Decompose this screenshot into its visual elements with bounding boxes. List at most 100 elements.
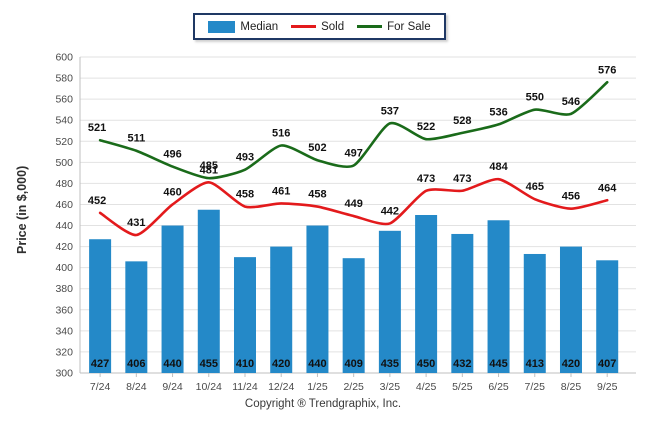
line-value-label: 460 xyxy=(163,186,181,198)
line-swatch-icon-for-sale xyxy=(357,25,383,28)
bar-median[interactable] xyxy=(559,246,582,373)
line-value-label: 521 xyxy=(88,122,106,134)
y-tick-label: 500 xyxy=(55,157,73,169)
line-for-sale[interactable] xyxy=(98,80,609,180)
bar-median[interactable] xyxy=(415,215,438,373)
y-tick-label: 580 xyxy=(55,73,73,85)
bar-median[interactable] xyxy=(306,225,329,373)
line-value-label: 550 xyxy=(526,92,544,104)
bar-median[interactable] xyxy=(451,233,474,373)
line-sold[interactable] xyxy=(98,177,609,237)
bar-value-label: 440 xyxy=(163,358,181,370)
bar-value-label: 450 xyxy=(417,358,435,370)
x-tick-label: 9/25 xyxy=(597,381,618,393)
x-tick-label: 9/24 xyxy=(162,381,183,393)
line-value-label: 442 xyxy=(381,205,399,217)
y-tick-label: 440 xyxy=(55,220,73,232)
plot-area: 300 320 340 360 380 400 420 440 460 480 500 520 540 5… xyxy=(55,52,636,393)
legend-item-median[interactable]: Median xyxy=(208,20,279,33)
line-swatch-icon-sold xyxy=(291,25,317,28)
y-tick-label: 340 xyxy=(55,325,73,337)
legend-label-sold: Sold xyxy=(321,20,345,33)
bar-value-label: 407 xyxy=(598,358,616,370)
line-value-label: 546 xyxy=(562,96,580,108)
line-value-label: 452 xyxy=(88,195,106,207)
line-value-label: 449 xyxy=(344,198,362,210)
line-value-label: 473 xyxy=(453,173,471,185)
x-tick-label: 12/24 xyxy=(268,381,294,393)
chart-legend: Median Sold For Sale xyxy=(193,13,446,40)
bar-value-label: 455 xyxy=(200,358,218,370)
bar-median[interactable] xyxy=(125,261,148,373)
bar-value-label: 420 xyxy=(562,358,580,370)
line-value-label: 536 xyxy=(489,106,507,118)
line-value-label: 458 xyxy=(308,189,326,201)
bar-median[interactable] xyxy=(233,257,256,373)
line-value-label: 481 xyxy=(200,164,218,176)
y-tick-label: 540 xyxy=(55,115,73,127)
x-tick-label: 2/25 xyxy=(343,381,364,393)
x-tick-label: 8/25 xyxy=(561,381,582,393)
bar-value-label: 440 xyxy=(308,358,326,370)
bar-value-label: 409 xyxy=(344,358,362,370)
bar-value-label: 445 xyxy=(489,358,507,370)
bar-value-label: 410 xyxy=(236,358,254,370)
y-tick-label: 360 xyxy=(55,304,73,316)
bar-median[interactable] xyxy=(197,209,220,373)
bar-median[interactable] xyxy=(270,246,293,373)
x-tick-label: 7/24 xyxy=(90,381,111,393)
line-value-label: 516 xyxy=(272,127,290,139)
legend-label-median: Median xyxy=(240,20,279,33)
bar-value-labels: 427 406 440 455 410 420 440 409 435 450 432 445 413 4… xyxy=(91,358,616,370)
line-value-label: 485 xyxy=(200,160,218,172)
bar-value-label: 420 xyxy=(272,358,290,370)
line-value-label: 465 xyxy=(526,181,544,193)
x-tick-label: 1/25 xyxy=(307,381,328,393)
line-value-label: 473 xyxy=(417,173,435,185)
bar-value-label: 413 xyxy=(526,358,544,370)
line-value-label: 576 xyxy=(598,64,616,76)
bar-median[interactable] xyxy=(378,230,401,373)
bar-median[interactable] xyxy=(487,220,510,373)
line-value-label: 511 xyxy=(127,133,145,145)
x-tick-label: 4/25 xyxy=(416,381,437,393)
line-value-label: 528 xyxy=(453,115,471,127)
bar-median[interactable] xyxy=(342,258,365,373)
y-tick-label: 460 xyxy=(55,199,73,211)
y-tick-label: 600 xyxy=(55,52,73,64)
legend-item-for-sale[interactable]: For Sale xyxy=(357,20,431,33)
y-tick-label: 380 xyxy=(55,283,73,295)
line-value-label: 497 xyxy=(344,147,362,159)
y-tick-label: 320 xyxy=(55,346,73,358)
bar-series-median xyxy=(89,209,619,373)
bar-value-label: 427 xyxy=(91,358,109,370)
copyright-notice: Copyright ® Trendgraphix, Inc. xyxy=(244,398,402,410)
x-tick-label: 8/24 xyxy=(126,381,147,393)
line-value-label: 496 xyxy=(163,149,181,161)
x-tick-label: 5/25 xyxy=(452,381,473,393)
bar-median[interactable] xyxy=(596,260,619,373)
y-axis-ticks: 300 320 340 360 380 400 420 440 460 480 500 520 540 5… xyxy=(55,52,73,380)
bar-swatch-icon xyxy=(208,20,236,33)
y-tick-label: 420 xyxy=(55,241,73,253)
x-tick-label: 10/24 xyxy=(196,381,222,393)
y-axis-title: Price (in $,000) xyxy=(15,165,29,255)
bar-value-label: 432 xyxy=(453,358,471,370)
line-series-group xyxy=(98,80,609,237)
y-tick-label: 300 xyxy=(55,368,73,380)
line-value-label: 522 xyxy=(417,121,435,133)
x-axis-ticks: 7/24 8/24 9/24 10/24 11/24 12/24 1/25 2/25 3/25 4… xyxy=(90,373,618,393)
bar-median[interactable] xyxy=(523,253,546,373)
line-value-label: 456 xyxy=(562,191,580,203)
y-tick-label: 480 xyxy=(55,178,73,190)
bar-median[interactable] xyxy=(89,239,112,373)
x-tick-label: 6/25 xyxy=(488,381,509,393)
x-tick-label: 11/24 xyxy=(232,381,258,393)
legend-label-for-sale: For Sale xyxy=(387,20,431,33)
line-value-label: 461 xyxy=(272,185,290,197)
bar-median[interactable] xyxy=(161,225,184,373)
x-tick-label: 3/25 xyxy=(380,381,401,393)
legend-item-sold[interactable]: Sold xyxy=(291,21,344,33)
bar-value-label: 406 xyxy=(127,358,145,370)
bar-value-label: 435 xyxy=(381,358,399,370)
